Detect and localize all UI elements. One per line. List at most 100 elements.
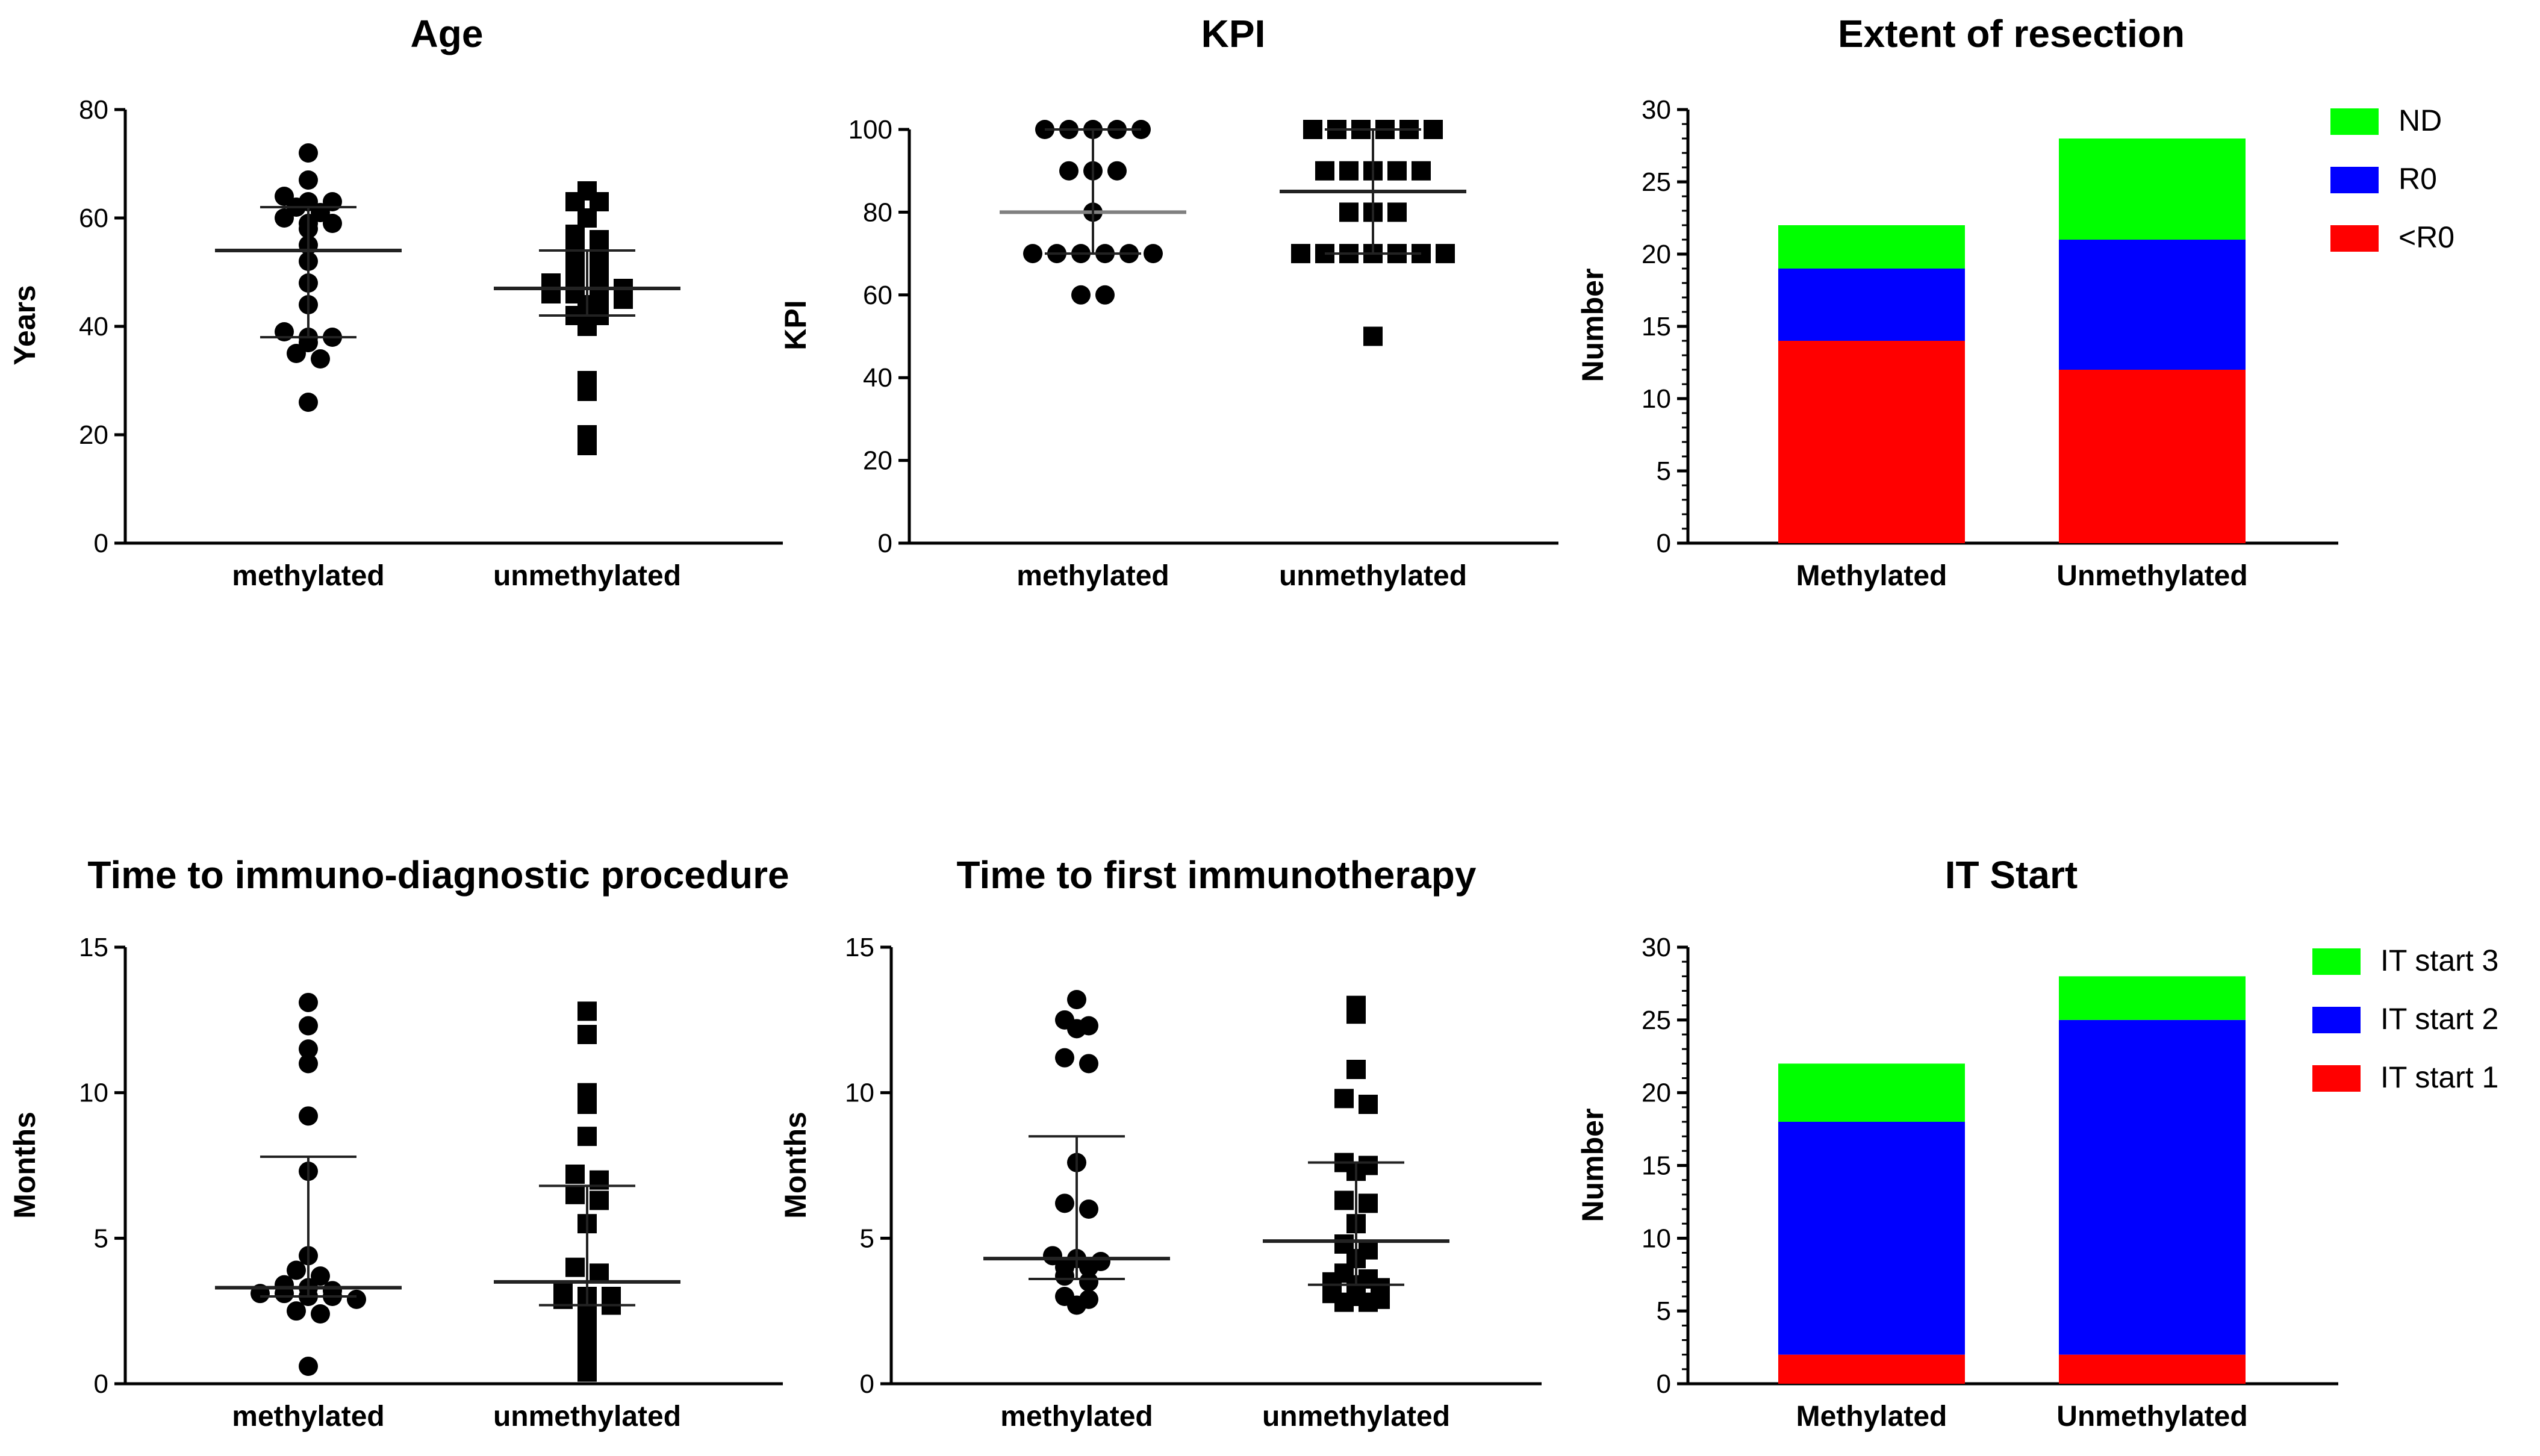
y-tick-label: 10 — [1642, 1224, 1671, 1253]
data-point — [299, 1106, 318, 1126]
data-point — [299, 1054, 318, 1074]
data-point — [1079, 1257, 1098, 1277]
data-point — [1055, 1193, 1074, 1213]
data-point — [565, 225, 585, 244]
legend-swatch — [2330, 225, 2379, 252]
data-point — [565, 1165, 585, 1184]
x-tick-label: unmethylated — [1262, 1401, 1450, 1433]
bar-segment — [1778, 1354, 1965, 1384]
data-point — [287, 1301, 306, 1321]
data-point — [577, 436, 597, 455]
chart-title: IT Start — [1945, 853, 2078, 897]
legend-label: ND — [2398, 104, 2442, 137]
y-tick-label: 0 — [1657, 529, 1671, 558]
data-point — [275, 208, 294, 228]
y-tick-label: 20 — [1642, 1078, 1671, 1108]
data-point — [275, 322, 294, 341]
bar-segment — [1778, 1063, 1965, 1122]
data-point — [1067, 990, 1086, 1009]
bar-segment — [1778, 341, 1965, 543]
data-point — [577, 1362, 597, 1382]
legend-swatch — [2312, 948, 2361, 975]
data-point — [1071, 285, 1091, 305]
legend-label: IT start 3 — [2380, 944, 2498, 977]
legend-label: R0 — [2398, 162, 2437, 196]
chart-title: KPI — [1201, 12, 1266, 55]
data-point — [1315, 161, 1334, 181]
y-axis-label: Years — [8, 285, 42, 365]
y-tick-label: 25 — [1642, 167, 1671, 197]
legend-swatch — [2312, 1007, 2361, 1033]
data-point — [577, 1095, 597, 1114]
legend-swatch — [2330, 108, 2379, 135]
chart-title: Extent of resection — [1838, 12, 2185, 55]
y-tick-label: 20 — [79, 420, 108, 450]
data-point — [1291, 244, 1310, 264]
data-point — [311, 1304, 330, 1324]
data-point — [565, 1184, 585, 1204]
y-tick-label: 30 — [1642, 933, 1671, 962]
legend-label: <R0 — [2398, 220, 2454, 254]
data-point — [299, 1357, 318, 1376]
data-point — [1359, 1095, 1378, 1114]
x-tick-label: Unmethylated — [2056, 560, 2247, 592]
data-point — [299, 393, 318, 412]
data-point — [299, 1016, 318, 1036]
data-point — [577, 382, 597, 401]
data-point — [1346, 1004, 1366, 1024]
y-tick-label: 15 — [845, 933, 874, 962]
data-point — [577, 208, 597, 228]
data-point — [1334, 1292, 1354, 1312]
data-point — [1387, 202, 1407, 222]
data-point — [1334, 1190, 1354, 1210]
x-tick-label: Methylated — [1796, 560, 1947, 592]
data-point — [287, 1260, 306, 1280]
y-axis-label: Months — [779, 1112, 812, 1219]
data-point — [287, 344, 306, 363]
data-point — [590, 252, 609, 271]
x-tick-label: Unmethylated — [2056, 1401, 2247, 1433]
chart-panel-3: Time to immuno-diagnostic procedure Month… — [8, 853, 789, 1433]
x-tick-label: methylated — [232, 1401, 384, 1433]
chart-panel-2: Extent of resection Number 0 5 10 15 20 25 30 Met… — [1576, 12, 2454, 592]
legend-swatch — [2312, 1065, 2361, 1092]
y-tick-label: 5 — [94, 1224, 108, 1253]
data-point — [565, 192, 585, 211]
data-point — [1303, 120, 1322, 139]
x-tick-label: Methylated — [1796, 1401, 1947, 1433]
data-point — [1339, 202, 1359, 222]
data-point — [1436, 244, 1455, 264]
y-tick-label: 60 — [79, 204, 108, 233]
data-point — [577, 317, 597, 336]
bar-segment — [2059, 1019, 2246, 1355]
data-point — [299, 1039, 318, 1059]
bar-segment — [1778, 225, 1965, 269]
data-point — [1363, 326, 1383, 346]
y-tick-label: 10 — [1642, 384, 1671, 414]
data-point — [323, 214, 342, 233]
y-tick-label: 25 — [1642, 1006, 1671, 1035]
legend-label: IT start 1 — [2380, 1060, 2498, 1094]
y-tick-label: 15 — [1642, 312, 1671, 341]
data-point — [1387, 161, 1407, 181]
data-point — [1339, 161, 1359, 181]
bar-segment — [1778, 269, 1965, 341]
data-point — [1079, 1199, 1098, 1219]
y-tick-label: 0 — [1657, 1369, 1671, 1399]
x-tick-label: unmethylated — [493, 1401, 681, 1433]
data-point — [347, 1289, 366, 1309]
data-point — [1067, 1019, 1086, 1039]
y-tick-label: 60 — [863, 281, 892, 310]
data-point — [577, 1001, 597, 1021]
data-point — [1055, 1048, 1074, 1068]
bar-segment — [2059, 976, 2246, 1020]
y-tick-label: 10 — [845, 1078, 874, 1108]
legend-label: IT start 2 — [2380, 1002, 2498, 1036]
bar-segment — [2059, 1354, 2246, 1384]
y-tick-label: 80 — [79, 95, 108, 125]
y-tick-label: 30 — [1642, 95, 1671, 125]
data-point — [565, 1257, 585, 1277]
y-tick-label: 20 — [863, 446, 892, 476]
data-point — [590, 1190, 609, 1210]
